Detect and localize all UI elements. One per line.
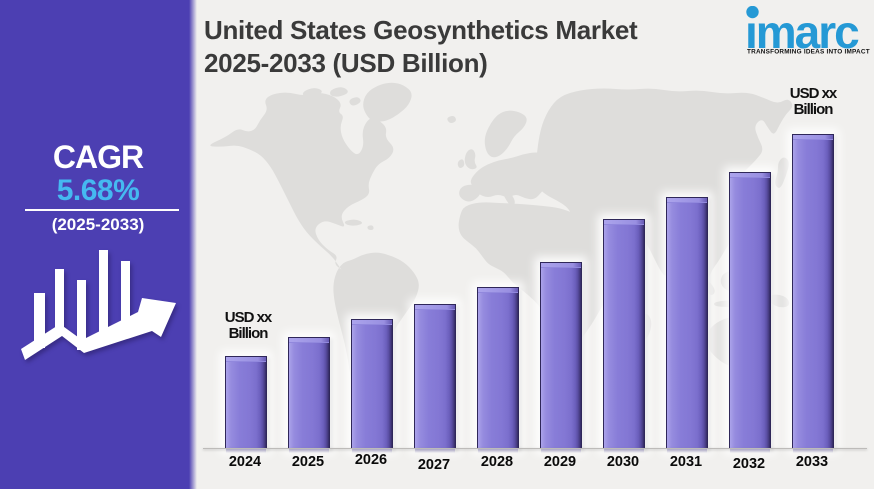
svg-text:TRANSFORMING IDEAS INTO IMPACT: TRANSFORMING IDEAS INTO IMPACT <box>747 49 870 56</box>
svg-text:ımarc: ımarc <box>746 6 859 58</box>
